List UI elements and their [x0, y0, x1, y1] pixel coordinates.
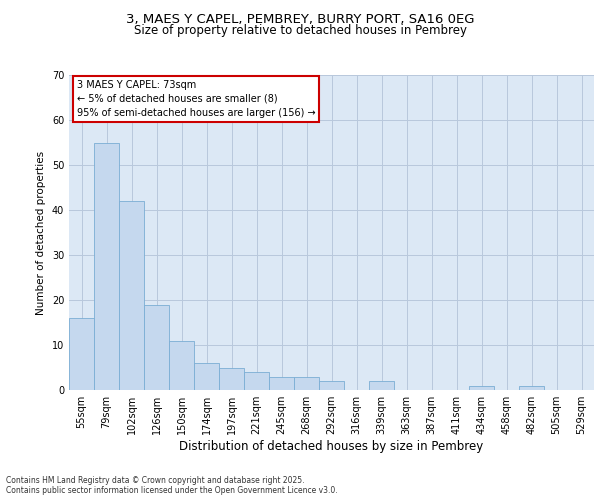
Bar: [244, 372, 269, 390]
Bar: [194, 363, 219, 390]
Bar: [269, 376, 294, 390]
Bar: [144, 304, 169, 390]
Bar: [169, 340, 194, 390]
Bar: [519, 386, 544, 390]
Bar: [219, 368, 244, 390]
Text: 3 MAES Y CAPEL: 73sqm
← 5% of detached houses are smaller (8)
95% of semi-detach: 3 MAES Y CAPEL: 73sqm ← 5% of detached h…: [77, 80, 316, 118]
X-axis label: Distribution of detached houses by size in Pembrey: Distribution of detached houses by size …: [179, 440, 484, 453]
Y-axis label: Number of detached properties: Number of detached properties: [36, 150, 46, 314]
Bar: [69, 318, 94, 390]
Bar: [119, 201, 144, 390]
Bar: [319, 381, 344, 390]
Text: Size of property relative to detached houses in Pembrey: Size of property relative to detached ho…: [133, 24, 467, 37]
Text: Contains HM Land Registry data © Crown copyright and database right 2025.
Contai: Contains HM Land Registry data © Crown c…: [6, 476, 338, 495]
Text: 3, MAES Y CAPEL, PEMBREY, BURRY PORT, SA16 0EG: 3, MAES Y CAPEL, PEMBREY, BURRY PORT, SA…: [126, 12, 474, 26]
Bar: [369, 381, 394, 390]
Bar: [469, 386, 494, 390]
Bar: [294, 376, 319, 390]
Bar: [94, 142, 119, 390]
